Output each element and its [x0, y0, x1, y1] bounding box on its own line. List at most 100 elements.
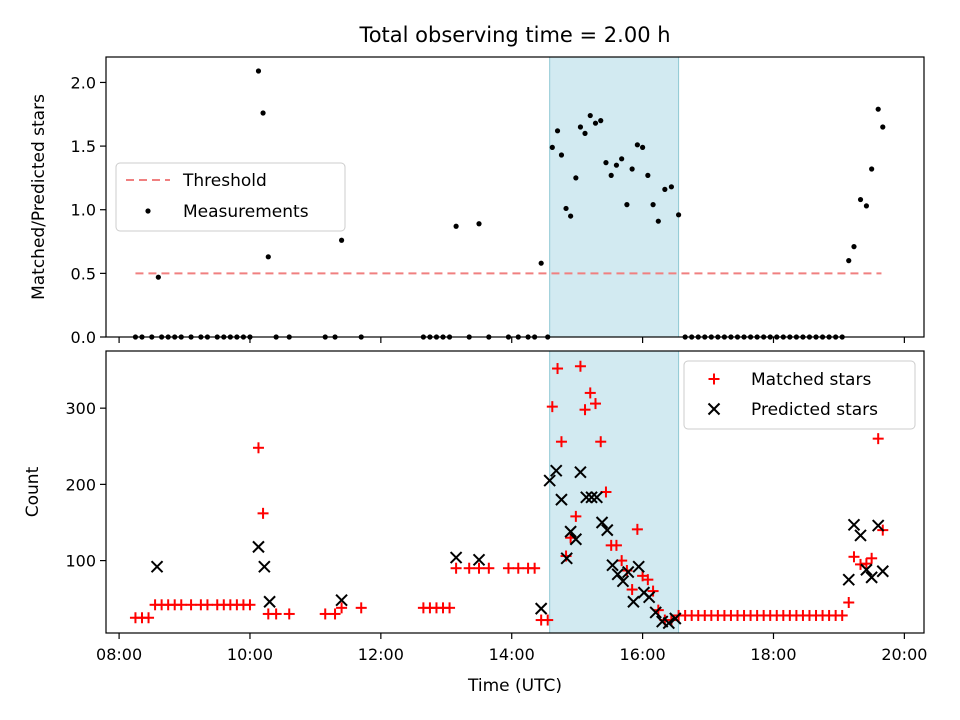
predicted-star-point [649, 606, 662, 619]
predicted-star-point [590, 491, 604, 504]
matched-star-point [647, 585, 659, 597]
measurement-point [155, 274, 161, 280]
matched-star-point [185, 599, 197, 611]
predicted-star-point [595, 516, 609, 529]
measurement-point [538, 260, 544, 266]
measurement-point [255, 68, 262, 74]
legend-predicted-swatch [707, 402, 721, 416]
predicted-star-point [252, 540, 265, 554]
predicted-star-point [564, 525, 577, 538]
matched-star-point [843, 597, 855, 609]
count-ylabel: Count [23, 466, 43, 517]
matched-star-point [143, 612, 155, 624]
matched-star-point [642, 574, 654, 586]
matched-star-point [529, 562, 541, 574]
matched-star-point [584, 387, 596, 399]
legend-matched-swatch [708, 373, 720, 385]
matched-star-point [252, 442, 264, 454]
predicted-star-point [632, 560, 645, 573]
matched-star-point [483, 562, 495, 574]
xtick-label: 12:00 [358, 645, 404, 664]
measurement-point [558, 152, 565, 158]
measurements-points [132, 68, 886, 340]
matched-star-point [450, 562, 462, 574]
predicted-star-point [627, 595, 640, 608]
count-points [129, 360, 889, 630]
matched-star-point [555, 436, 567, 448]
count-legend: Matched stars Predicted stars [683, 360, 916, 430]
ytick-label: 1.5 [71, 137, 96, 156]
matched-star-point [872, 433, 884, 445]
predicted-star-point [842, 573, 855, 586]
xtick-label: 20:00 [881, 645, 927, 664]
predicted-star-point [622, 565, 635, 579]
ratio-panel: 0.00.51.01.52.0 Matched/Predicted stars … [29, 56, 925, 347]
matched-star-point [546, 401, 558, 413]
measurement-point [863, 203, 870, 209]
matched-star-point [848, 551, 860, 563]
measurement-point [851, 244, 857, 250]
measurement-point [587, 112, 593, 119]
measurement-point [603, 160, 609, 166]
xtick-label: 10:00 [227, 645, 273, 664]
predicted-star-point [258, 560, 271, 573]
xtick-label: 08:00 [96, 645, 142, 664]
predicted-star-point [876, 565, 889, 578]
measurement-point [857, 196, 864, 203]
matched-star-point [336, 602, 348, 614]
predicted-star-point [662, 616, 675, 630]
ratio-ylabel: Matched/Predicted stars [29, 94, 49, 300]
matched-star-point [473, 562, 485, 574]
predicted-star-point [150, 560, 164, 573]
predicted-star-point [601, 523, 614, 537]
predicted-star-point [543, 474, 556, 487]
measurement-point [869, 166, 875, 172]
measurement-point [629, 166, 635, 172]
legend-box [683, 360, 916, 430]
measurement-point [640, 144, 646, 150]
matched-star-point [626, 584, 638, 596]
predicted-star-point [472, 553, 486, 567]
measurement-point [265, 254, 271, 260]
xtick-label: 18:00 [750, 645, 796, 664]
ytick-label: 0.5 [71, 264, 96, 283]
measurement-point [655, 218, 661, 224]
measurement-point [568, 213, 574, 219]
ytick-label: 1.0 [71, 201, 96, 220]
measurement-point [577, 124, 584, 130]
measurement-point [662, 186, 668, 192]
matched-star-point [860, 558, 872, 570]
measurement-point [668, 184, 675, 190]
predicted-star-point [335, 594, 348, 607]
predicted-star-point [860, 563, 873, 576]
measurement-point [624, 202, 630, 208]
matched-star-point [283, 608, 295, 620]
predicted-star-point [669, 612, 682, 625]
measurement-point [598, 118, 604, 124]
matched-star-point [512, 562, 524, 574]
predicted-star-point [616, 574, 630, 588]
matched-star-point [589, 398, 601, 410]
measurement-point [613, 162, 620, 168]
predicted-star-point [580, 491, 593, 504]
predicted-star-point [550, 464, 563, 477]
matched-star-point [502, 562, 514, 574]
matched-star-point [836, 609, 848, 621]
count-axes-frame [105, 350, 925, 634]
predicted-star-point [606, 558, 619, 572]
measurement-point [634, 142, 640, 148]
ratio-axes-frame [105, 56, 925, 338]
predicted-star-point [847, 518, 861, 531]
measurement-point [880, 124, 886, 130]
legend-box [115, 162, 346, 232]
matched-star-point [595, 436, 607, 448]
matched-star-point [552, 363, 564, 375]
predicted-star-point [865, 571, 878, 584]
measurement-point [554, 128, 561, 134]
count-panel: 100 200 300 08:00 10:00 12:00 14:00 16:00 18:00 2… [23, 350, 927, 696]
matched-star-point [257, 507, 269, 519]
matched-star-point [175, 599, 187, 611]
matched-star-point [610, 539, 622, 551]
matched-star-point [355, 602, 367, 614]
